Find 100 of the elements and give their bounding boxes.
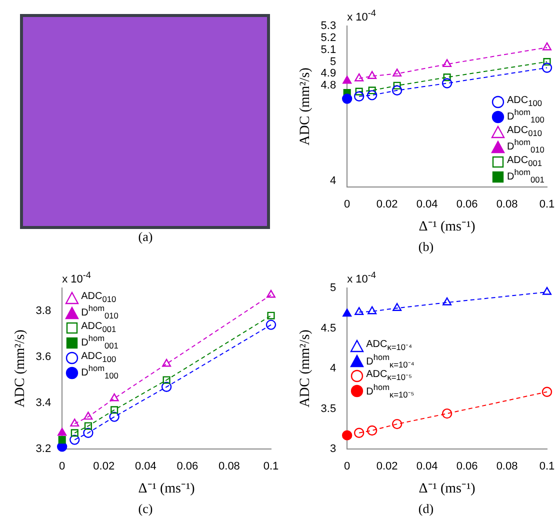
point [542, 286, 552, 295]
point [342, 76, 352, 84]
point [110, 406, 118, 414]
point [70, 429, 78, 437]
legend-label: ADC$_{001}$ [81, 320, 116, 334]
x-tick-label: 0.1 [539, 460, 555, 473]
point [392, 68, 402, 77]
y-tick-label: 3.8 [36, 305, 52, 318]
y-axis-title: ADC (mm²/s) [298, 67, 314, 146]
point [83, 428, 94, 438]
point [442, 59, 452, 68]
y-axis-title: ADC (mm²/s) [13, 329, 28, 408]
y-tick-label: 3.4 [36, 397, 52, 410]
x-axis-title: Δ⁻¹ (ms⁻¹) [418, 219, 476, 234]
y-tick-label: 5.2 [320, 32, 336, 44]
point [368, 70, 377, 79]
point [542, 62, 552, 73]
x-tick-label: 0.06 [456, 460, 478, 473]
point [354, 73, 364, 82]
x-tick-label: 0.04 [134, 460, 156, 473]
legend-label: ADC$_{010}$ [81, 290, 116, 304]
point [366, 425, 378, 436]
x-axis-title: Δ⁻¹ (ms⁻¹) [138, 481, 196, 496]
y-tick-label: 4.9 [320, 68, 336, 80]
x-tick-label: 0.08 [218, 460, 240, 473]
text: x 10$^{-4}$ [347, 270, 376, 286]
point [393, 82, 401, 90]
point [266, 290, 276, 298]
point [355, 88, 363, 96]
y-tick-label: 5 [330, 282, 336, 294]
legend-label: ADC$_{κ=10⁻⁴}$ [366, 339, 412, 353]
x-tick-label: 0.06 [176, 460, 198, 473]
point [354, 428, 364, 438]
point [442, 78, 452, 88]
x-tick-label: 0.04 [416, 460, 438, 473]
point [368, 86, 376, 94]
point [267, 312, 275, 320]
text: (b) [417, 239, 435, 255]
legend-label: ADC$_{κ=10⁻⁵}$ [366, 369, 412, 383]
x-tick-label: 0 [59, 460, 66, 473]
x-tick-label: 0.04 [416, 198, 438, 211]
y-tick-label: 3.6 [36, 351, 52, 364]
legend-label: ADC$_{010}$ [507, 124, 542, 138]
y-tick-label: 5.1 [320, 44, 336, 56]
point [70, 434, 80, 445]
point [542, 386, 552, 397]
y-tick-label: 4.8 [320, 80, 336, 92]
y-tick-label: 5.3 [320, 20, 336, 32]
point [70, 418, 80, 427]
point [58, 436, 66, 444]
text: (c) [137, 501, 154, 517]
y-tick-label: 3.2 [36, 443, 52, 456]
point [442, 297, 452, 306]
y-tick-label: 4.5 [320, 322, 336, 334]
text: (d) [417, 501, 435, 517]
point [542, 42, 552, 50]
point [354, 91, 364, 102]
y-tick-label: 3 [330, 443, 336, 456]
x-tick-label: 0.1 [263, 460, 279, 473]
text: x 10$^{-4}$ [347, 8, 376, 24]
point [162, 376, 170, 384]
text: (a) [137, 229, 154, 245]
point [443, 74, 451, 82]
legend-label: ADC$_{100}$ [81, 350, 116, 364]
x-tick-label: 0.02 [93, 460, 115, 473]
point [84, 412, 93, 420]
x-axis-title: Δ⁻¹ (ms⁻¹) [418, 481, 476, 496]
x-tick-label: 0.02 [376, 198, 398, 211]
x-tick-label: 0 [344, 460, 350, 473]
point [109, 412, 120, 422]
point [110, 393, 119, 402]
legend-label: ADC$_{100}$ [507, 94, 542, 108]
legend-label: ADC$_{001}$ [507, 154, 542, 168]
x-tick-label: 0.02 [376, 460, 398, 473]
y-axis-title: ADC (mm²/s) [298, 329, 314, 408]
y-tick-label: 3.5 [320, 402, 336, 415]
point [543, 58, 551, 66]
x-tick-label: 0.06 [456, 198, 478, 211]
y-tick-label: 4 [330, 362, 336, 375]
x-tick-label: 0 [344, 198, 350, 211]
point [84, 422, 92, 430]
point [162, 358, 172, 367]
point [392, 85, 402, 96]
point [342, 94, 352, 104]
point [392, 418, 402, 430]
point [392, 303, 402, 311]
x-tick-label: 0.08 [496, 460, 518, 473]
point [366, 90, 378, 100]
point [266, 320, 276, 330]
text: x 10$^{-4}$ [62, 270, 92, 286]
point [354, 307, 364, 315]
point [442, 408, 452, 419]
x-tick-label: 0.08 [496, 198, 518, 211]
point [161, 382, 172, 392]
point [58, 428, 67, 436]
y-tick-label: 5 [330, 56, 336, 68]
point [342, 430, 352, 440]
y-tick-label: 4 [330, 175, 336, 188]
x-tick-label: 0.1 [539, 198, 555, 211]
point [342, 308, 352, 317]
